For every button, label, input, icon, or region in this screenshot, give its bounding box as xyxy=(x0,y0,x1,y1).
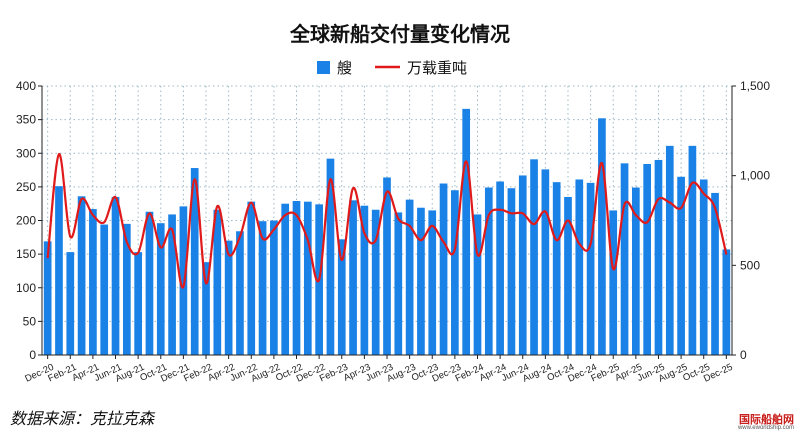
bar xyxy=(665,145,674,355)
bar xyxy=(371,209,380,355)
bar xyxy=(586,182,595,355)
left-tick-label: 350 xyxy=(16,113,36,127)
legend: 艘 万载重吨 xyxy=(317,59,467,77)
bar xyxy=(303,201,312,355)
bar xyxy=(236,231,244,355)
bar xyxy=(620,163,629,355)
bar xyxy=(439,183,448,355)
right-tick-label: 1,000 xyxy=(740,169,770,183)
bar xyxy=(405,199,414,355)
left-tick-label: 250 xyxy=(16,180,36,194)
right-axis-ticks: 0 500 1,000 1,500 xyxy=(732,79,770,362)
bar xyxy=(326,158,335,355)
legend-line-label: 万载重吨 xyxy=(407,59,467,77)
bar xyxy=(43,241,52,355)
bar xyxy=(496,181,504,355)
bar xyxy=(711,192,719,355)
bar xyxy=(122,223,131,355)
site-logo: 国际船舶网 www.eworldship.com xyxy=(738,414,794,432)
logo-main-text: 国际船舶网 xyxy=(739,413,794,426)
bar xyxy=(270,220,278,355)
left-tick-label: 200 xyxy=(16,214,36,228)
bar xyxy=(677,176,685,355)
legend-bar-swatch xyxy=(317,61,330,74)
left-tick-label: 50 xyxy=(23,314,37,328)
left-tick-label: 150 xyxy=(16,247,36,261)
bar xyxy=(575,179,584,355)
bar xyxy=(360,205,369,355)
chart-title: 全球新船交付量变化情况 xyxy=(289,22,510,46)
logo-url-text: www.eworldship.com xyxy=(737,425,794,431)
bar xyxy=(394,212,403,355)
bar xyxy=(281,203,290,355)
bar xyxy=(609,210,618,355)
bar xyxy=(202,262,210,355)
bar xyxy=(383,177,391,355)
bar xyxy=(156,223,165,355)
bar xyxy=(598,118,606,355)
bar xyxy=(111,196,120,355)
bar xyxy=(66,252,75,355)
bar xyxy=(417,207,425,355)
line-path xyxy=(46,153,728,289)
left-tick-label: 300 xyxy=(16,146,36,160)
bar xyxy=(541,169,550,355)
bar xyxy=(349,200,357,355)
right-tick-label: 1,500 xyxy=(740,79,770,93)
data-source-note: 数据来源：克拉克森 xyxy=(10,409,155,428)
bar xyxy=(643,164,652,355)
bar xyxy=(77,196,86,355)
bar xyxy=(552,182,561,355)
bar xyxy=(168,214,176,355)
bar xyxy=(722,249,731,355)
bar xyxy=(428,210,437,355)
bar xyxy=(224,240,233,355)
bar xyxy=(190,168,199,355)
bar xyxy=(564,196,572,355)
bar xyxy=(654,159,663,355)
bar xyxy=(100,224,109,355)
line-series xyxy=(46,153,728,289)
bar xyxy=(507,188,516,355)
bar xyxy=(213,209,222,355)
bar xyxy=(89,209,97,355)
bar xyxy=(688,145,697,355)
bar xyxy=(258,221,267,355)
bar xyxy=(518,175,527,355)
left-axis-ticks: 0 50 100 150 200 250 300 350 400 xyxy=(16,79,42,362)
bar xyxy=(292,200,301,355)
bar xyxy=(55,186,63,355)
bar xyxy=(451,190,459,355)
bar xyxy=(145,211,154,355)
bar xyxy=(247,201,256,355)
bar xyxy=(179,206,188,355)
left-tick-label: 400 xyxy=(16,79,36,93)
bar xyxy=(462,108,471,356)
bar xyxy=(134,252,142,355)
bar xyxy=(699,179,708,355)
right-tick-label: 500 xyxy=(740,258,760,272)
right-tick-label: 0 xyxy=(740,348,747,362)
bar xyxy=(337,239,346,355)
x-axis-ticks: Dec-20Feb-21Apr-21Jun-21Aug-21Oct-21Dec-… xyxy=(23,355,734,385)
bar xyxy=(632,187,640,355)
bar xyxy=(530,159,538,355)
bar xyxy=(473,214,482,355)
bar-series xyxy=(43,108,731,356)
legend-bar-label: 艘 xyxy=(337,59,352,77)
left-tick-label: 100 xyxy=(16,281,36,295)
bar xyxy=(484,187,493,355)
left-tick-label: 0 xyxy=(29,348,36,362)
